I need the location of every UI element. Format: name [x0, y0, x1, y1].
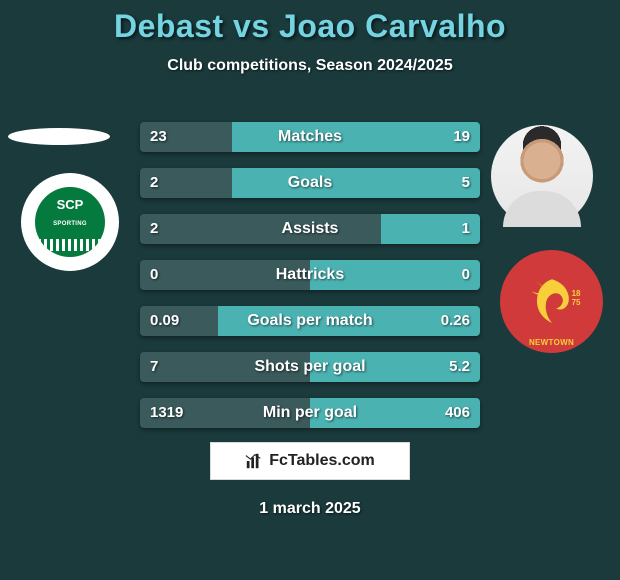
club-left-acronym: SCP — [35, 197, 105, 212]
player-right-avatar — [491, 125, 593, 227]
club-left-badge-inner: SCP SPORTING — [35, 187, 105, 257]
row-label: Assists — [140, 214, 480, 244]
stat-row: 21Assists — [140, 214, 480, 244]
stat-row: 25Goals — [140, 168, 480, 198]
stat-row: 00Hattricks — [140, 260, 480, 290]
club-left-stripes — [35, 239, 105, 251]
club-right-year: 18 75 — [572, 289, 581, 307]
stat-row: 2319Matches — [140, 122, 480, 152]
row-label: Min per goal — [140, 398, 480, 428]
title-vs: vs — [224, 8, 279, 44]
club-left-badge: SCP SPORTING — [21, 173, 119, 271]
club-left-name: SPORTING — [35, 221, 105, 227]
fctables-logo-box: FcTables.com — [210, 442, 410, 480]
club-right-badge-inner: 18 75 NEWTOWN — [515, 265, 589, 339]
stat-row: 1319406Min per goal — [140, 398, 480, 428]
stat-row: 0.090.26Goals per match — [140, 306, 480, 336]
fctables-text: FcTables.com — [269, 452, 375, 470]
row-label: Goals — [140, 168, 480, 198]
comparison-card: Debast vs Joao Carvalho Club competition… — [0, 0, 620, 580]
club-right-year-top: 18 — [572, 289, 581, 298]
club-right-name: NEWTOWN — [503, 338, 599, 347]
row-label: Goals per match — [140, 306, 480, 336]
row-label: Shots per goal — [140, 352, 480, 382]
row-label: Matches — [140, 122, 480, 152]
comparison-rows: 2319Matches 25Goals 21Assists 00Hattricks 0.… — [140, 122, 480, 444]
date-label: 1 march 2025 — [0, 500, 620, 518]
club-right-badge: 18 75 NEWTOWN — [500, 250, 603, 353]
club-right-year-bottom: 75 — [572, 298, 581, 307]
player-left-avatar — [8, 128, 110, 145]
player-right-name: Joao Carvalho — [279, 8, 506, 44]
subtitle: Club competitions, Season 2024/2025 — [0, 57, 620, 75]
title: Debast vs Joao Carvalho — [0, 8, 620, 45]
row-label: Hattricks — [140, 260, 480, 290]
player-left-name: Debast — [114, 8, 224, 44]
stat-row: 75.2Shots per goal — [140, 352, 480, 382]
bar-chart-icon — [245, 452, 263, 470]
